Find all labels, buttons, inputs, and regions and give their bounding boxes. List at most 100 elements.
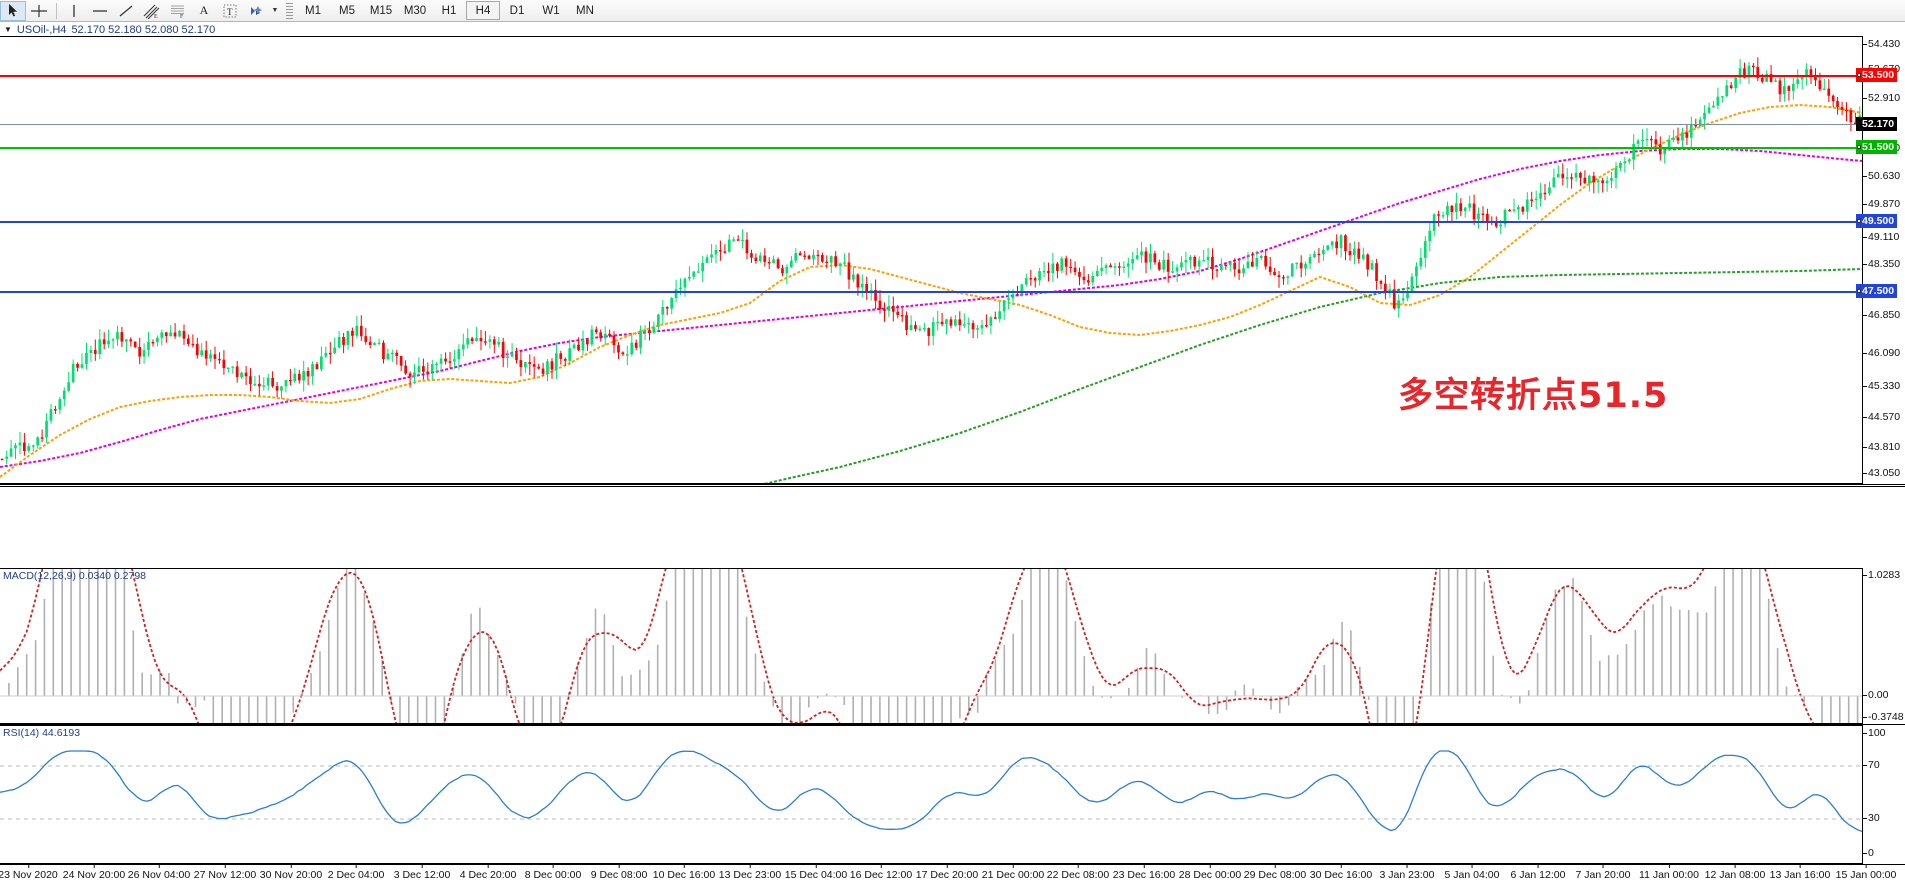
- time-tick: 10 Dec 16:00: [652, 864, 716, 881]
- price-tick: 46.850: [1863, 309, 1900, 321]
- symbol-ohlc: 52.170 52.180 52.080 52.170: [71, 23, 216, 36]
- panel-separator-1: [0, 484, 1905, 487]
- chart-annotation-text[interactable]: 多空转折点51.5: [1398, 376, 1669, 416]
- trendline-tool-button[interactable]: [113, 1, 139, 21]
- rsi-series-svg: [0, 750, 1862, 833]
- price-tick: 45.330: [1863, 380, 1900, 392]
- time-tick: 11 Jan 00:00: [1639, 864, 1699, 881]
- macd-axis[interactable]: 1.0283 0.00 -0.3748: [1862, 568, 1905, 724]
- time-tick: 21 Dec 00:00: [981, 864, 1045, 881]
- vertical-line-tool-button[interactable]: [61, 1, 87, 21]
- rsi-panel[interactable]: RSI(14) 44.6193: [0, 725, 1862, 864]
- macd-tick: 0.00: [1863, 689, 1888, 701]
- macd-tick: 1.0283: [1863, 569, 1900, 581]
- time-tick: 22 Dec 08:00: [1046, 864, 1110, 881]
- time-tick: 17 Dec 20:00: [915, 864, 979, 881]
- time-tick: 6 Jan 12:00: [1510, 864, 1566, 881]
- text-label-tool-button[interactable]: T: [217, 1, 243, 21]
- time-tick: 28 Dec 00:00: [1178, 864, 1242, 881]
- time-tick: 23 Nov 2020: [0, 864, 58, 881]
- price-tag-support-495[interactable]: 49.500: [1856, 214, 1898, 228]
- timeframe-m30[interactable]: M30: [403, 4, 427, 17]
- cursor-tool-button[interactable]: [0, 0, 26, 21]
- time-tick: 13 Jan 16:00: [1769, 864, 1831, 881]
- macd-tick: -0.3748: [1863, 711, 1904, 723]
- time-tick: 26 Nov 04:00: [127, 864, 191, 881]
- timeframe-h1[interactable]: H1: [441, 4, 457, 17]
- tag-knob-icon: [1857, 289, 1861, 293]
- tag-knob-icon: [1857, 219, 1861, 223]
- rsi-tick: 70: [1863, 759, 1880, 771]
- timeframe-mn[interactable]: MN: [576, 4, 594, 17]
- time-axis[interactable]: 23 Nov 2020 24 Nov 20:00 26 Nov 04:00 27 No…: [0, 864, 1905, 896]
- shapes-dropdown-button[interactable]: ▼: [271, 7, 279, 14]
- timeframe-m15[interactable]: M15: [369, 4, 393, 17]
- resistance-line-53500[interactable]: [0, 75, 1862, 77]
- macd-series-svg: [0, 569, 1862, 723]
- price-tick: 50.630: [1863, 170, 1900, 182]
- price-tag-value: 47.500: [1862, 285, 1895, 297]
- shapes-arrows-tool-button[interactable]: [243, 1, 269, 21]
- price-tick: 46.090: [1863, 347, 1900, 359]
- time-tick: 12 Jan 08:00: [1704, 864, 1766, 881]
- price-tick: 49.870: [1863, 198, 1900, 210]
- price-tick: 44.570: [1863, 411, 1900, 423]
- time-tick: 29 Dec 08:00: [1243, 864, 1307, 881]
- symbol-info-bar: ▼ USOil-,H4 52.170 52.180 52.080 52.170: [0, 23, 215, 36]
- time-tick: 3 Dec 12:00: [393, 864, 451, 881]
- fibonacci-retracement-tool-button[interactable]: F: [165, 1, 191, 21]
- time-tick: 4 Dec 20:00: [459, 864, 517, 881]
- price-tag-pivot[interactable]: 51.500: [1856, 140, 1898, 154]
- tag-knob-icon: [1857, 73, 1861, 77]
- time-tick: 15 Dec 04:00: [784, 864, 848, 881]
- rsi-tick: 100: [1863, 727, 1886, 739]
- pivot-line-51500[interactable]: [0, 147, 1862, 149]
- price-tag-value: 52.170: [1862, 118, 1895, 130]
- time-tick: 13 Dec 23:00: [718, 864, 782, 881]
- time-tick: 24 Nov 20:00: [62, 864, 126, 881]
- crosshair-tool-button[interactable]: [26, 1, 52, 21]
- timeframe-m5[interactable]: M5: [339, 4, 355, 17]
- price-panel[interactable]: 多空转折点51.5: [0, 36, 1862, 484]
- time-tick: 5 Jan 04:00: [1444, 864, 1500, 881]
- macd-label: MACD(12,26,9) 0.0340 0.2798: [3, 570, 147, 582]
- time-tick: 30 Dec 16:00: [1309, 864, 1373, 881]
- chart-frame: 多空转折点51.5 54.430 53.670 52.910 51.500 50…: [0, 22, 1905, 896]
- rsi-label: RSI(14) 44.6193: [3, 727, 81, 739]
- timeframe-h4[interactable]: H4: [466, 1, 500, 20]
- macd-panel[interactable]: MACD(12,26,9) 0.0340 0.2798: [0, 568, 1862, 724]
- toolbar-gripper[interactable]: [286, 2, 293, 19]
- price-axis[interactable]: 54.430 53.670 52.910 51.500 50.630 49.87…: [1856, 36, 1905, 484]
- last-price-line-52170[interactable]: [0, 124, 1862, 125]
- collapse-triangle-icon[interactable]: ▼: [4, 25, 12, 34]
- price-tag-support-475[interactable]: 47.500: [1856, 284, 1898, 298]
- time-tick: 9 Dec 08:00: [590, 864, 648, 881]
- time-tick: 8 Dec 00:00: [524, 864, 582, 881]
- time-tick: 2 Dec 04:00: [327, 864, 385, 881]
- time-tick: 15 Jan 00:00: [1835, 864, 1897, 881]
- time-tick: 30 Nov 20:00: [259, 864, 323, 881]
- price-tick: 43.050: [1863, 467, 1900, 479]
- timeframe-d1[interactable]: D1: [509, 4, 525, 17]
- time-tick: 7 Jan 20:00: [1575, 864, 1631, 881]
- price-tick: 49.110: [1863, 231, 1899, 243]
- tag-knob-icon: [1857, 145, 1861, 149]
- equidistant-channel-tool-button[interactable]: E: [139, 1, 165, 21]
- support-line-49500[interactable]: [0, 221, 1862, 223]
- timeframe-m1[interactable]: M1: [305, 4, 321, 17]
- horizontal-line-tool-button[interactable]: [87, 1, 113, 21]
- rsi-tick: 30: [1863, 812, 1880, 824]
- timeframe-w1[interactable]: W1: [542, 4, 560, 17]
- time-tick: 27 Nov 12:00: [193, 864, 257, 881]
- text-tool-button[interactable]: A: [199, 3, 209, 17]
- svg-text:E: E: [154, 14, 158, 19]
- rsi-axis[interactable]: 100 70 30 0: [1862, 725, 1905, 864]
- rsi-tick: 0: [1863, 847, 1874, 859]
- price-tag-last[interactable]: 52.170: [1856, 117, 1898, 131]
- toolbar-divider-1: [56, 2, 57, 19]
- support-line-47500[interactable]: [0, 291, 1862, 293]
- price-tick: 48.350: [1863, 258, 1900, 270]
- svg-text:F: F: [180, 14, 184, 19]
- price-tag-value: 51.500: [1862, 141, 1895, 153]
- price-tag-resistance[interactable]: 53.500: [1856, 68, 1898, 82]
